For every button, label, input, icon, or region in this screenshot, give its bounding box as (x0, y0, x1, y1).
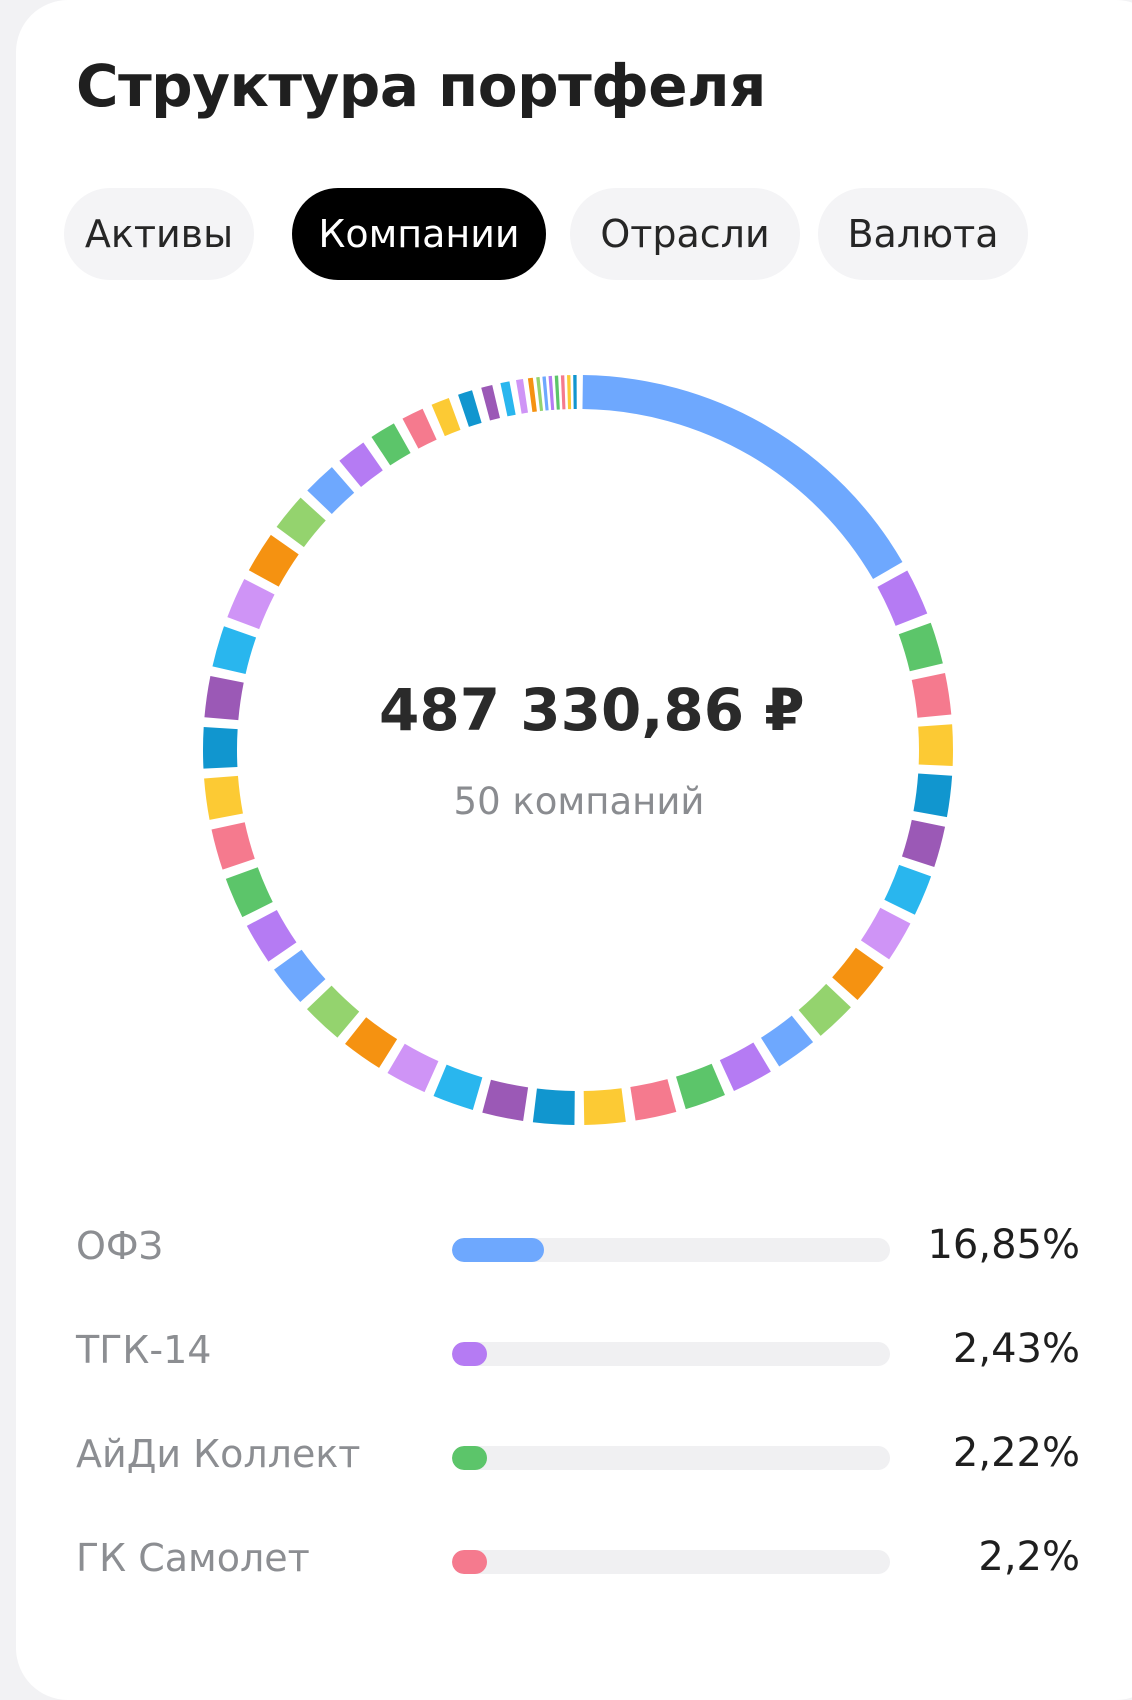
legend-row[interactable]: ГК Самолет 2,2% (0, 1522, 1132, 1602)
legend-percent: 2,2% (978, 1534, 1080, 1580)
donut-slice[interactable] (229, 632, 240, 670)
legend-percent: 16,85% (927, 1222, 1080, 1268)
donut-slice[interactable] (381, 438, 402, 451)
donut-slice[interactable] (319, 997, 348, 1024)
legend-row[interactable]: ОФЗ 16,85% (0, 1210, 1132, 1290)
donut-slice[interactable] (918, 823, 928, 861)
donut-slice[interactable] (875, 916, 895, 950)
donut-slice[interactable] (530, 395, 535, 396)
donut-slice[interactable] (288, 960, 313, 991)
donut-slice[interactable] (900, 871, 915, 908)
donut-slice[interactable] (928, 676, 934, 716)
donut-slice[interactable] (915, 628, 927, 667)
donut-slice[interactable] (463, 407, 476, 411)
legend-progress-fill (452, 1550, 487, 1574)
legend-percent: 2,43% (953, 1326, 1080, 1372)
legend-company-name: ТГК-14 (76, 1328, 211, 1372)
donut-slice[interactable] (264, 545, 285, 579)
legend-company-name: ОФЗ (76, 1224, 163, 1268)
companies-count: 50 компаний (379, 780, 779, 823)
donut-slice[interactable] (242, 873, 258, 910)
donut-slice[interactable] (930, 775, 935, 814)
legend-company-name: АйДи Коллект (76, 1432, 360, 1476)
portfolio-total-value: 487 330,86 ₽ (379, 676, 779, 744)
legend-row[interactable]: АйДи Коллект 2,22% (0, 1418, 1132, 1498)
donut-slice[interactable] (356, 1031, 389, 1054)
legend-progress-track (452, 1446, 890, 1470)
donut-slice[interactable] (262, 918, 283, 952)
donut-slice[interactable] (504, 398, 513, 400)
legend-company-name: ГК Самолет (76, 1536, 310, 1580)
donut-slice[interactable] (320, 480, 343, 502)
donut-slice[interactable] (727, 1057, 762, 1076)
legend-progress-fill (452, 1238, 544, 1262)
donut-slice[interactable] (892, 579, 911, 620)
donut-slice[interactable] (583, 392, 888, 570)
donut-chart (0, 0, 1132, 1664)
donut-slice[interactable] (845, 958, 870, 989)
donut-slice[interactable] (486, 402, 496, 405)
donut-slice[interactable] (350, 456, 373, 473)
donut-slice[interactable] (770, 1029, 802, 1052)
donut-slice[interactable] (810, 996, 839, 1023)
donut-slice[interactable] (535, 1105, 575, 1108)
legend-progress-fill (452, 1342, 487, 1366)
donut-slice[interactable] (396, 1058, 431, 1076)
legend-row[interactable]: ТГК-14 2,43% (0, 1314, 1132, 1394)
donut-slice[interactable] (681, 1079, 718, 1093)
donut-slice[interactable] (410, 424, 429, 433)
donut-slice[interactable] (221, 679, 227, 718)
donut-slice[interactable] (633, 1095, 672, 1103)
donut-slice[interactable] (243, 587, 259, 623)
legend-progress-track (452, 1342, 890, 1366)
legend-progress-fill (452, 1446, 487, 1470)
donut-slice[interactable] (935, 725, 936, 765)
legend-progress-track (452, 1238, 890, 1262)
donut-slice[interactable] (487, 1096, 526, 1104)
donut-slice[interactable] (440, 1080, 478, 1093)
donut-slice[interactable] (220, 728, 221, 768)
donut-slice[interactable] (228, 826, 239, 864)
legend-progress-track (452, 1550, 890, 1574)
donut-slice[interactable] (584, 1105, 624, 1108)
donut-slice[interactable] (519, 396, 526, 397)
donut-slice[interactable] (438, 414, 454, 421)
legend-percent: 2,22% (953, 1430, 1080, 1476)
donut-slice[interactable] (290, 509, 313, 537)
donut-slice[interactable] (221, 777, 226, 816)
